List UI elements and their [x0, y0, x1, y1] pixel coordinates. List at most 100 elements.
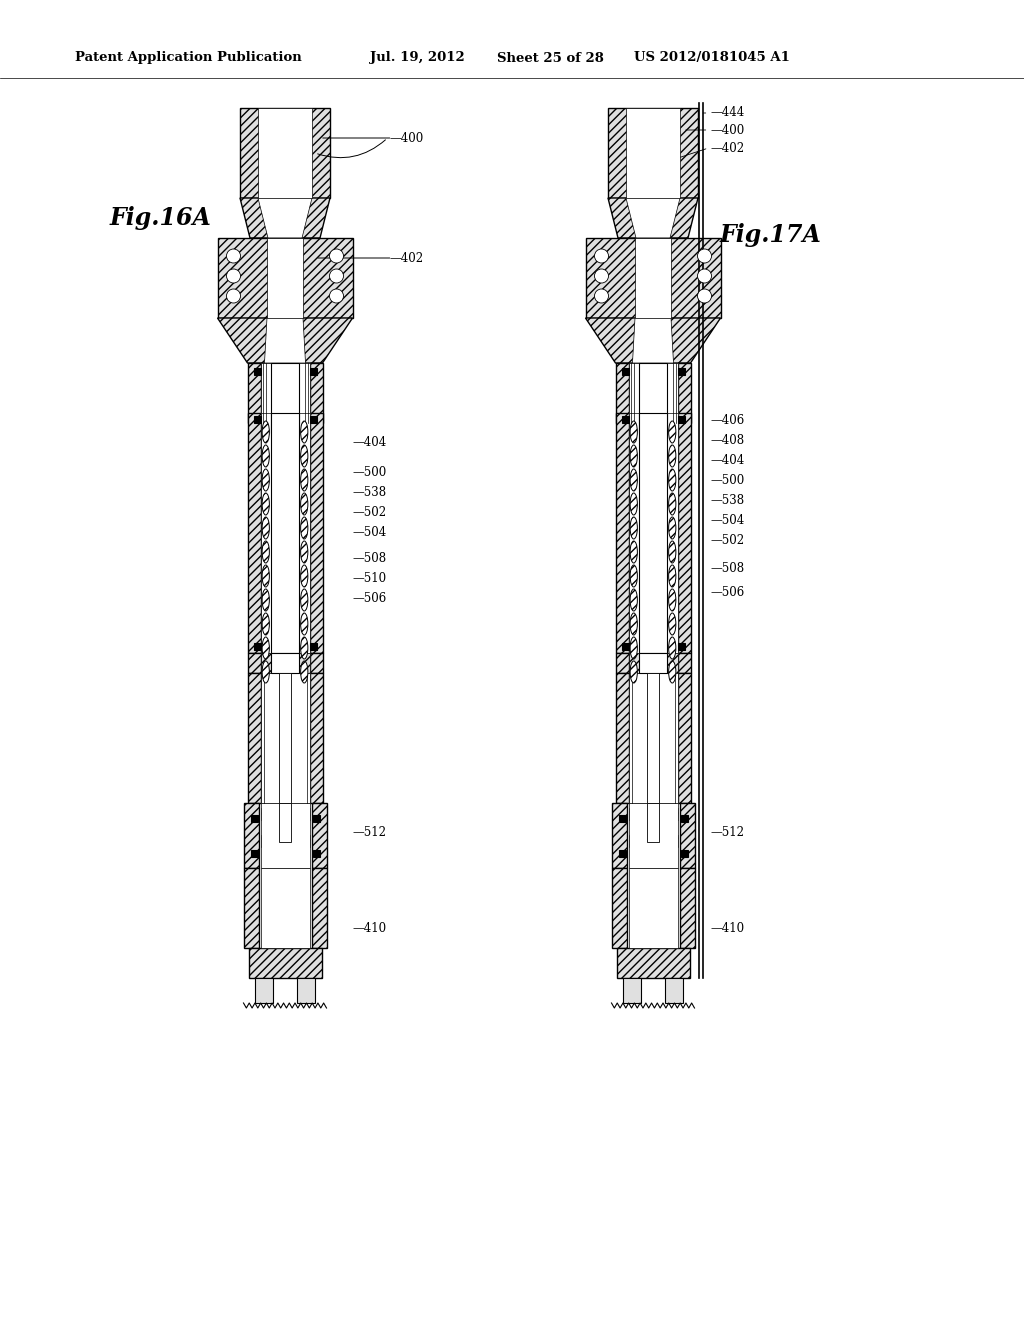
Polygon shape	[633, 318, 674, 363]
Bar	[260, 803, 309, 869]
Polygon shape	[240, 198, 330, 238]
Bar	[248, 363, 260, 422]
Bar	[678, 653, 690, 673]
Text: —508: —508	[352, 552, 387, 565]
Text: —504: —504	[352, 527, 387, 540]
Bar	[647, 673, 659, 803]
Text: —402: —402	[711, 141, 744, 154]
Bar	[248, 673, 260, 803]
Bar	[248, 413, 260, 653]
Bar	[311, 869, 327, 948]
Ellipse shape	[630, 445, 637, 467]
Circle shape	[330, 269, 343, 282]
Bar	[586, 238, 721, 318]
Bar	[639, 653, 667, 673]
Bar	[667, 653, 678, 673]
Text: —508: —508	[711, 561, 744, 574]
Bar	[240, 108, 330, 198]
Text: —504: —504	[711, 515, 744, 528]
Text: —408: —408	[711, 434, 744, 447]
Ellipse shape	[669, 589, 676, 611]
Ellipse shape	[630, 565, 637, 587]
Ellipse shape	[301, 638, 308, 659]
Circle shape	[226, 269, 241, 282]
Ellipse shape	[630, 589, 637, 611]
Ellipse shape	[630, 492, 637, 515]
Text: Patent Application Publication: Patent Application Publication	[75, 51, 302, 65]
Text: —410: —410	[711, 921, 744, 935]
Bar	[626, 108, 680, 198]
Text: —500: —500	[711, 474, 744, 487]
Bar	[629, 803, 678, 869]
Text: Fig.17A: Fig.17A	[720, 223, 822, 247]
Ellipse shape	[669, 565, 676, 587]
Ellipse shape	[630, 612, 637, 635]
Bar	[615, 673, 629, 803]
Bar	[622, 416, 629, 422]
Bar	[244, 869, 258, 948]
Text: —510: —510	[352, 572, 387, 585]
Bar	[611, 803, 627, 869]
Bar	[248, 653, 260, 673]
Text: —402: —402	[389, 252, 424, 264]
Circle shape	[697, 289, 712, 304]
Ellipse shape	[301, 612, 308, 635]
Ellipse shape	[630, 421, 637, 444]
Text: —502: —502	[711, 535, 744, 548]
Bar	[622, 368, 629, 375]
Bar	[639, 413, 667, 653]
Bar	[260, 869, 309, 948]
Text: —410: —410	[352, 921, 387, 935]
Ellipse shape	[262, 421, 269, 444]
Bar	[615, 413, 629, 653]
Ellipse shape	[630, 541, 637, 564]
Bar	[618, 814, 626, 822]
Text: —404: —404	[352, 437, 387, 450]
Ellipse shape	[262, 612, 269, 635]
Ellipse shape	[301, 469, 308, 491]
Bar	[297, 978, 314, 1003]
Bar	[271, 413, 299, 653]
Polygon shape	[626, 198, 680, 238]
Bar	[312, 814, 319, 822]
Bar	[616, 948, 689, 978]
Ellipse shape	[669, 517, 676, 539]
Ellipse shape	[262, 469, 269, 491]
Ellipse shape	[262, 565, 269, 587]
Bar	[611, 869, 627, 948]
Bar	[260, 413, 309, 653]
Bar	[629, 673, 678, 803]
Polygon shape	[586, 318, 721, 363]
Ellipse shape	[262, 541, 269, 564]
Ellipse shape	[301, 589, 308, 611]
Circle shape	[595, 289, 608, 304]
Bar	[629, 653, 639, 673]
Circle shape	[330, 249, 343, 263]
Text: —538: —538	[352, 487, 387, 499]
Bar	[260, 363, 309, 422]
Ellipse shape	[630, 661, 637, 682]
Ellipse shape	[669, 492, 676, 515]
Bar	[635, 238, 671, 318]
Text: —406: —406	[711, 414, 744, 428]
Bar	[680, 869, 694, 948]
Bar	[271, 653, 299, 673]
Bar	[309, 363, 323, 422]
Bar	[249, 948, 322, 978]
Bar	[680, 803, 694, 869]
Bar	[217, 238, 352, 318]
Bar	[678, 413, 690, 653]
Bar	[251, 814, 257, 822]
Text: —512: —512	[352, 826, 386, 840]
Ellipse shape	[301, 492, 308, 515]
Ellipse shape	[262, 589, 269, 611]
Bar	[615, 653, 629, 673]
Text: —500: —500	[352, 466, 387, 479]
Bar	[629, 413, 678, 653]
Bar	[279, 803, 291, 842]
Ellipse shape	[301, 517, 308, 539]
Text: Sheet 25 of 28: Sheet 25 of 28	[497, 51, 604, 65]
Text: —506: —506	[352, 591, 387, 605]
Bar	[665, 978, 683, 1003]
Text: —444: —444	[711, 107, 744, 120]
